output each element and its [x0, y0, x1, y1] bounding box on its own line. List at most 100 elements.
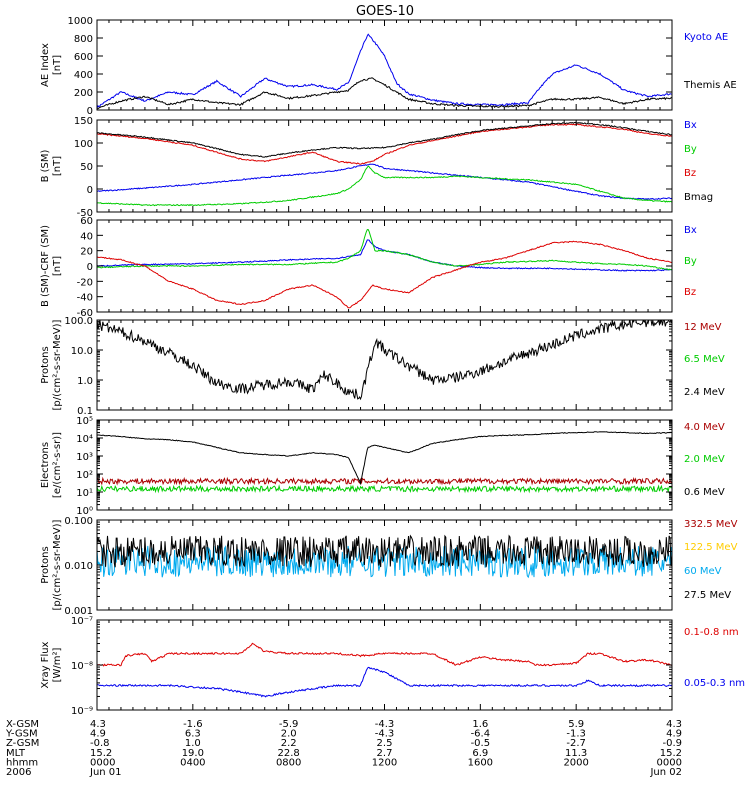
ephemeris-value: -0.9: [662, 738, 682, 749]
panel-4: 0.1 1.0 10.0 100.0 Protons [p/(cm²-s-sr-MeV)]…: [40, 316, 725, 417]
y-tick-label: 10⁻⁸: [71, 661, 93, 672]
y-tick-label: 400: [74, 70, 93, 81]
panel-frame: [96, 119, 673, 213]
y-tick-label: 0.100: [64, 516, 93, 527]
legend-entry: 0.6 MeV: [684, 487, 725, 498]
series-line-4-3: [97, 320, 672, 401]
y-tick-label: 0: [87, 106, 93, 117]
legend-entry: 60 MeV: [684, 566, 722, 577]
series-line-3-2: [97, 228, 672, 271]
series-line-7-2: [97, 666, 672, 698]
ephemeris-value: 4.3: [666, 719, 682, 730]
legend-entry: 4.0 MeV: [684, 422, 725, 433]
series-line-2-2: [97, 165, 672, 207]
y-tick-label: 100.0: [64, 316, 93, 327]
ephemeris-value: 4.9: [90, 729, 106, 740]
series-line-7-1: [97, 642, 672, 667]
series-line-5-1: [97, 476, 672, 486]
ephemeris-value: 0000: [657, 757, 682, 768]
y-tick-label: 100: [74, 139, 93, 150]
y-tick-label: -50: [77, 208, 93, 219]
y-axis-label: B (SM): [40, 149, 51, 182]
legend-entry: 2.4 MeV: [684, 387, 725, 398]
ephemeris-value: -1.3: [566, 729, 586, 740]
y-tick-label: 50: [80, 162, 93, 173]
y-tick-label: 0.010: [64, 561, 93, 572]
y-axis-label: [e/(cm²-s-sr)]: [52, 432, 63, 498]
series-line-3-3: [97, 240, 672, 309]
panel-frame: [96, 419, 673, 511]
legend-entry: 122.5 MeV: [684, 542, 738, 553]
y-tick-label: 0.001: [64, 606, 93, 617]
y-axis-label: [p/(cm²-s-sr-MeV)]: [52, 319, 63, 410]
series-line-6-3: [97, 545, 672, 579]
ephemeris-row-label: Z-GSM: [6, 738, 39, 749]
ephemeris-value: 1200: [372, 757, 397, 768]
ephemeris-value: 1600: [468, 757, 493, 768]
y-axis-label: Electrons: [40, 442, 51, 488]
ephemeris-row-label: X-GSM: [6, 719, 39, 730]
series-line-3-1: [97, 239, 672, 272]
y-tick-label: -20: [77, 277, 93, 288]
legend-entry: Themis AE: [683, 80, 737, 91]
y-tick-label: 0: [87, 185, 93, 196]
ephemeris-value: -6.4: [471, 729, 491, 740]
ephemeris-value: 4.9: [666, 729, 682, 740]
y-tick-label: 10⁴: [76, 434, 93, 445]
legend-entry: 6.5 MeV: [684, 354, 725, 365]
ephemeris-table: X-GSM 4.3 -1.6 -5.9 -4.3 1.6 5.9 4.3 Y-GSM 4.9 6.3…: [5, 719, 682, 778]
ephemeris-value: -1.6: [183, 719, 203, 730]
legend-entry: Bmag: [684, 192, 713, 203]
y-tick-label: 20: [80, 247, 93, 258]
y-axis-label: [p/(cm²-s-sr-MeV)]: [52, 519, 63, 610]
panel-3: -60 -40 -20 0 20 40 60 B (SM)-CRF (SM) [nT] Bx By B…: [40, 216, 697, 319]
ephemeris-value: -4.3: [375, 729, 395, 740]
legend-entry: 0.1-0.8 nm: [684, 627, 739, 638]
series-line-2-1: [97, 163, 672, 201]
legend-entry: 27.5 MeV: [684, 590, 731, 601]
chart-title: GOES-10: [356, 4, 414, 19]
legend-entry: Bz: [684, 168, 696, 179]
y-tick-label: 10²: [76, 470, 93, 481]
ephemeris-value: 0800: [276, 757, 301, 768]
y-tick-label: 10¹: [76, 488, 93, 499]
y-axis-label: B (SM)-CRF (SM): [40, 225, 51, 307]
y-tick-label: 40: [80, 231, 93, 242]
ephemeris-row-label: hhmm: [6, 757, 38, 768]
legend-entry: By: [684, 144, 697, 155]
ephemeris-value: Jun 01: [89, 767, 122, 778]
y-tick-label: 10⁰: [76, 506, 93, 517]
ephemeris-value: 11.3: [565, 748, 587, 759]
y-tick-label: 10⁻⁷: [71, 616, 93, 627]
ephemeris-row-label: MLT: [6, 748, 26, 759]
panel-1: 0 200 400 600 800 1000 AE Index [nT] Kyoto AE The…: [40, 16, 737, 117]
y-tick-label: 10⁻⁹: [71, 706, 93, 717]
y-axis-label: [nT]: [52, 55, 63, 75]
legend-entry: Bx: [684, 225, 697, 236]
y-axis-label: [W/m²]: [52, 647, 63, 682]
series-line-1-2: [97, 77, 672, 110]
ephemeris-value: -0.5: [471, 738, 491, 749]
ephemeris-value: 1.6: [472, 719, 488, 730]
ephemeris-value: -4.3: [375, 719, 395, 730]
ephemeris-value: 2.0: [281, 729, 297, 740]
y-tick-label: 1000: [68, 16, 93, 27]
legend-entry: 2.0 MeV: [684, 454, 725, 465]
ephemeris-value: 1.0: [185, 738, 201, 749]
y-tick-label: 60: [80, 216, 93, 227]
legend-entry: Bz: [684, 287, 696, 298]
panel-frame: [96, 619, 673, 711]
y-axis-label: AE Index: [40, 43, 51, 87]
legend-entry: 332.5 MeV: [684, 519, 738, 530]
panel-2: -50 0 50 100 150 B (SM) [nT] Bx By Bz Bmag: [40, 116, 713, 219]
ephemeris-value: 19.0: [182, 748, 204, 759]
ephemeris-value: 15.2: [660, 748, 682, 759]
ephemeris-value: Jun 02: [649, 767, 682, 778]
legend-entry: Kyoto AE: [684, 32, 728, 43]
panel-5: 10⁰ 10¹ 10² 10³ 10⁴ 10⁵ Electrons [e/(cm²-s-sr)…: [40, 416, 725, 517]
series-line-6-4: [97, 534, 672, 568]
y-tick-label: -60: [77, 308, 93, 319]
ephemeris-row-label: Y-GSM: [5, 729, 38, 740]
ephemeris-value: 6.3: [185, 729, 201, 740]
